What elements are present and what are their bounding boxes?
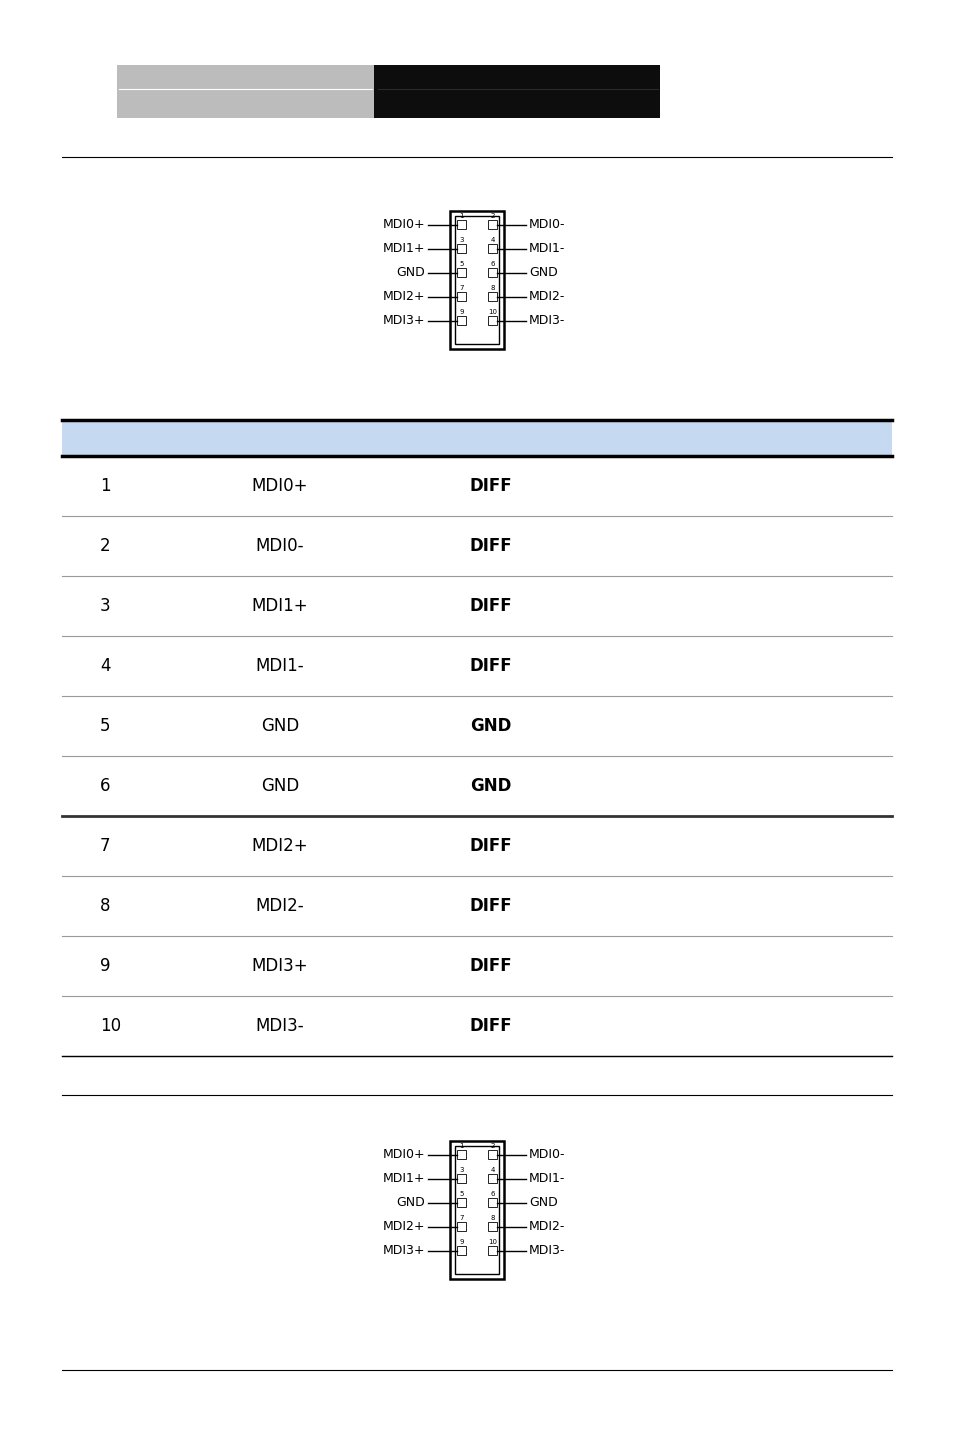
- Text: MDI0-: MDI0-: [529, 1149, 565, 1162]
- Text: DIFF: DIFF: [470, 478, 512, 495]
- Text: 6: 6: [490, 261, 495, 267]
- Text: MDI3+: MDI3+: [382, 314, 424, 327]
- Text: 1: 1: [458, 1143, 463, 1149]
- Text: GND: GND: [470, 777, 511, 794]
- Text: MDI0+: MDI0+: [382, 1149, 424, 1162]
- Bar: [455, 1146, 498, 1273]
- Bar: [117, 65, 374, 118]
- Text: GND: GND: [395, 1196, 424, 1209]
- Text: GND: GND: [260, 777, 299, 794]
- Bar: [456, 219, 465, 229]
- Bar: [488, 1246, 497, 1255]
- Bar: [488, 1222, 497, 1230]
- Text: DIFF: DIFF: [470, 536, 512, 555]
- Bar: [456, 1222, 465, 1230]
- Text: MDI3+: MDI3+: [382, 1245, 424, 1258]
- Bar: [450, 211, 503, 348]
- Bar: [488, 1174, 497, 1183]
- Bar: [450, 1141, 503, 1279]
- Bar: [456, 315, 465, 326]
- Text: 5: 5: [458, 261, 463, 267]
- Text: 4: 4: [490, 1167, 495, 1173]
- Text: MDI3-: MDI3-: [255, 1017, 304, 1035]
- Bar: [488, 315, 497, 326]
- Text: MDI1+: MDI1+: [382, 242, 424, 255]
- Text: 6: 6: [490, 1192, 495, 1197]
- Bar: [488, 293, 497, 301]
- Bar: [488, 244, 497, 252]
- Text: 2: 2: [490, 1143, 495, 1149]
- Text: 1: 1: [458, 214, 463, 219]
- Text: MDI2+: MDI2+: [252, 837, 308, 855]
- Bar: [488, 1197, 497, 1207]
- Bar: [374, 65, 659, 118]
- Bar: [456, 1246, 465, 1255]
- Text: 8: 8: [100, 898, 111, 915]
- Text: MDI1+: MDI1+: [252, 597, 308, 615]
- Text: 10: 10: [100, 1017, 121, 1035]
- Text: 8: 8: [490, 285, 495, 291]
- Bar: [488, 219, 497, 229]
- Bar: [455, 217, 498, 344]
- Text: 1: 1: [100, 478, 111, 495]
- Text: MDI3-: MDI3-: [529, 1245, 565, 1258]
- Text: DIFF: DIFF: [470, 1017, 512, 1035]
- Text: MDI1+: MDI1+: [382, 1172, 424, 1184]
- Bar: [456, 244, 465, 252]
- Bar: [456, 268, 465, 277]
- Text: 7: 7: [458, 285, 463, 291]
- Text: MDI2+: MDI2+: [382, 1220, 424, 1233]
- Text: MDI1-: MDI1-: [529, 1172, 565, 1184]
- Text: 6: 6: [100, 777, 111, 794]
- Text: GND: GND: [529, 265, 558, 280]
- Text: MDI1-: MDI1-: [255, 657, 304, 675]
- Text: DIFF: DIFF: [470, 657, 512, 675]
- Bar: [456, 1150, 465, 1159]
- Text: 8: 8: [490, 1215, 495, 1220]
- Text: MDI0-: MDI0-: [529, 218, 565, 231]
- Text: MDI3+: MDI3+: [252, 956, 308, 975]
- Bar: [456, 1197, 465, 1207]
- Text: 7: 7: [458, 1215, 463, 1220]
- Text: 9: 9: [458, 308, 463, 315]
- Text: 9: 9: [458, 1239, 463, 1245]
- Text: 4: 4: [100, 657, 111, 675]
- Text: 2: 2: [490, 214, 495, 219]
- Text: MDI3-: MDI3-: [529, 314, 565, 327]
- Text: 2: 2: [100, 536, 111, 555]
- Text: 5: 5: [100, 717, 111, 736]
- Text: MDI2+: MDI2+: [382, 290, 424, 303]
- Text: DIFF: DIFF: [470, 837, 512, 855]
- Text: 3: 3: [458, 237, 463, 242]
- Text: MDI2-: MDI2-: [529, 1220, 565, 1233]
- Text: 10: 10: [488, 308, 497, 315]
- Text: 3: 3: [100, 597, 111, 615]
- Text: DIFF: DIFF: [470, 898, 512, 915]
- Text: GND: GND: [395, 265, 424, 280]
- Text: DIFF: DIFF: [470, 956, 512, 975]
- Text: GND: GND: [260, 717, 299, 736]
- Text: 7: 7: [100, 837, 111, 855]
- Text: 10: 10: [488, 1239, 497, 1245]
- Bar: [456, 293, 465, 301]
- Text: GND: GND: [470, 717, 511, 736]
- Text: 4: 4: [490, 237, 495, 242]
- Bar: [488, 1150, 497, 1159]
- Text: 3: 3: [458, 1167, 463, 1173]
- Text: MDI2-: MDI2-: [529, 290, 565, 303]
- Text: GND: GND: [529, 1196, 558, 1209]
- Text: DIFF: DIFF: [470, 597, 512, 615]
- Bar: [488, 268, 497, 277]
- Bar: [456, 1174, 465, 1183]
- Text: 9: 9: [100, 956, 111, 975]
- Text: MDI1-: MDI1-: [529, 242, 565, 255]
- Bar: [62, 420, 891, 456]
- Text: MDI2-: MDI2-: [255, 898, 304, 915]
- Text: 5: 5: [458, 1192, 463, 1197]
- Text: MDI0-: MDI0-: [255, 536, 304, 555]
- Text: MDI0+: MDI0+: [382, 218, 424, 231]
- Text: MDI0+: MDI0+: [252, 478, 308, 495]
